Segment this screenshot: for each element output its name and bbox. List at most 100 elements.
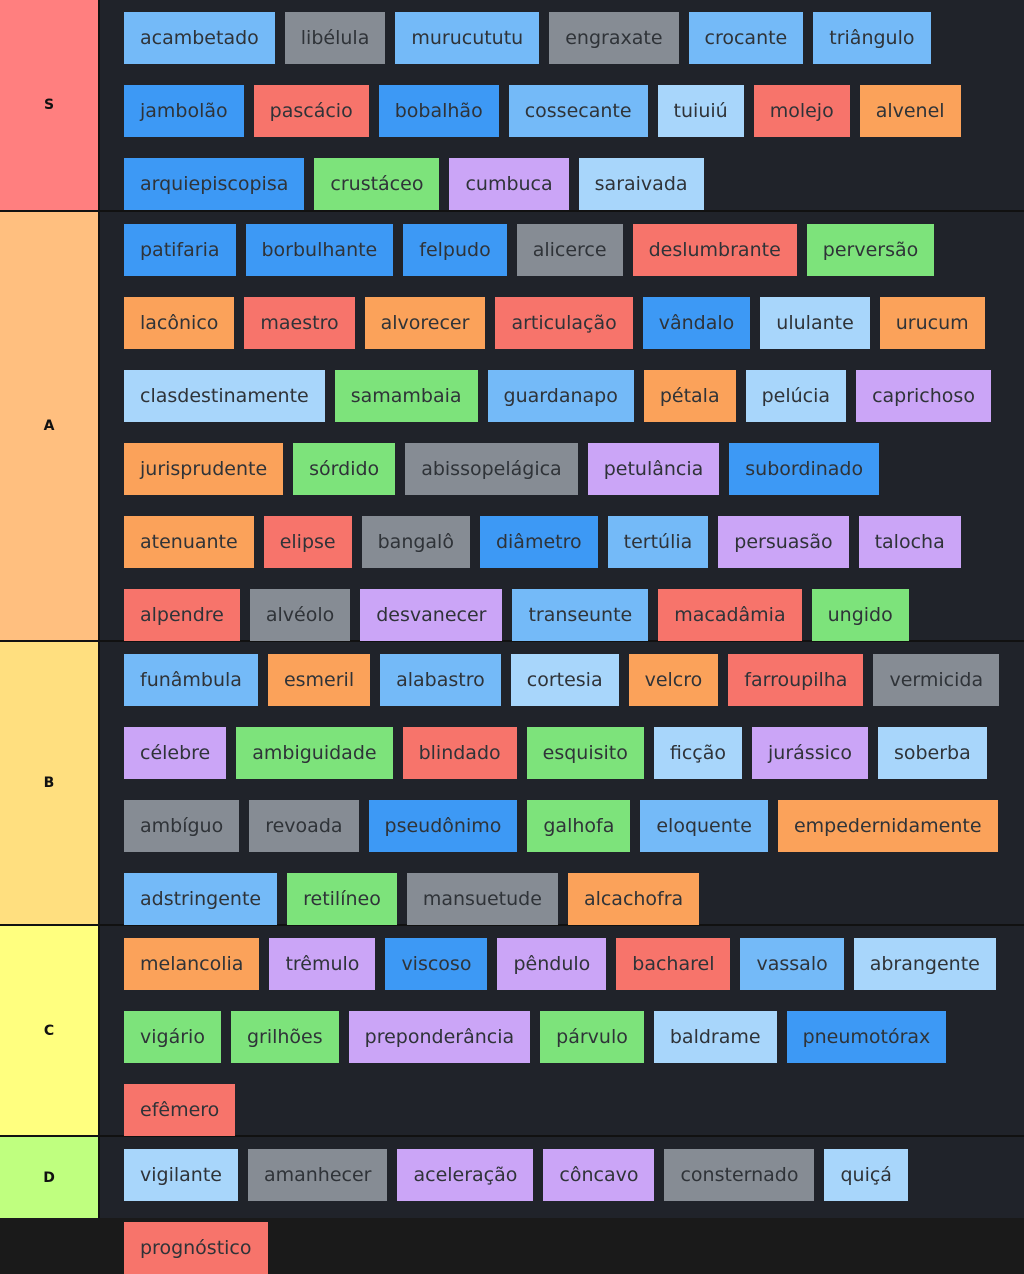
tier-item[interactable]: cossecante	[508, 85, 648, 137]
tier-item[interactable]: vermicida	[873, 654, 1000, 706]
tier-item[interactable]: farroupilha	[728, 654, 864, 706]
tier-item[interactable]: triângulo	[813, 12, 931, 64]
tier-item[interactable]: elipse	[263, 516, 352, 568]
tier-item[interactable]: côncavo	[543, 1149, 655, 1201]
tier-item[interactable]: vigilante	[124, 1149, 238, 1201]
tier-item[interactable]: pelúcia	[745, 370, 847, 422]
tier-item[interactable]: jambolão	[124, 85, 244, 137]
tier-item[interactable]: galhofa	[527, 800, 631, 852]
tier-item[interactable]: arquiepiscopisa	[124, 158, 305, 210]
tier-item[interactable]: maestro	[244, 297, 355, 349]
tier-item[interactable]: empedernidamente	[777, 800, 998, 852]
tier-item[interactable]: alvorecer	[364, 297, 486, 349]
tier-item[interactable]: bangalô	[361, 516, 470, 568]
tier-item[interactable]: caprichoso	[856, 370, 991, 422]
tier-item[interactable]: crocante	[688, 12, 804, 64]
tier-item[interactable]: alicerce	[516, 224, 623, 276]
tier-item[interactable]: talocha	[858, 516, 961, 568]
tier-item[interactable]: felpudo	[403, 224, 507, 276]
tier-item[interactable]: diâmetro	[479, 516, 598, 568]
tier-item[interactable]: deslumbrante	[632, 224, 797, 276]
tier-item[interactable]: bacharel	[616, 938, 731, 990]
tier-item[interactable]: alvenel	[859, 85, 961, 137]
tier-item[interactable]: macadâmia	[658, 589, 802, 641]
tier-items: funâmbula esmeril alabastro cortesia velcro f…	[100, 642, 1024, 925]
tier-item[interactable]: perversão	[806, 224, 935, 276]
tier-item[interactable]: ficção	[653, 727, 743, 779]
tier-item[interactable]: vândalo	[642, 297, 751, 349]
tier-item[interactable]: amanhecer	[247, 1149, 388, 1201]
tier-item[interactable]: prognóstico	[124, 1222, 268, 1274]
tier-item[interactable]: alabastro	[380, 654, 501, 706]
tier-item[interactable]: jurássico	[752, 727, 868, 779]
tier-item[interactable]: mansuetude	[406, 873, 558, 925]
tier-item[interactable]: blindado	[402, 727, 517, 779]
tier-item[interactable]: retilíneo	[287, 873, 397, 925]
tier-item[interactable]: molejo	[753, 85, 850, 137]
tier-item[interactable]: funâmbula	[124, 654, 258, 706]
tier-item[interactable]: tuiuiú	[657, 85, 744, 137]
tier-item[interactable]: murucututu	[395, 12, 540, 64]
tier-item[interactable]: atenuante	[124, 516, 254, 568]
tier-item[interactable]: engraxate	[549, 12, 679, 64]
tier-item[interactable]: lacônico	[124, 297, 235, 349]
tier-item[interactable]: consternado	[664, 1149, 815, 1201]
tier-item[interactable]: saraivada	[578, 158, 704, 210]
tier-item[interactable]: pseudônimo	[368, 800, 518, 852]
tier-item[interactable]: petulância	[587, 443, 720, 495]
tier-item[interactable]: desvanecer	[360, 589, 503, 641]
tier-item[interactable]: velcro	[628, 654, 719, 706]
tier-item[interactable]: revoada	[249, 800, 359, 852]
tier-item[interactable]: adstringente	[124, 873, 278, 925]
tier-item[interactable]: efêmero	[124, 1084, 236, 1136]
tier-item[interactable]: trêmulo	[269, 938, 376, 990]
tier-item[interactable]: melancolia	[124, 938, 260, 990]
tier-item[interactable]: tertúlia	[607, 516, 709, 568]
tier-item[interactable]: célebre	[124, 727, 227, 779]
tier-item[interactable]: clasdestinamente	[124, 370, 325, 422]
tier-item[interactable]: pêndulo	[497, 938, 607, 990]
tier-item[interactable]: esquisito	[526, 727, 644, 779]
tier-item[interactable]: abissopelágica	[405, 443, 578, 495]
tier-item[interactable]: ambíguo	[124, 800, 240, 852]
tier-item[interactable]: viscoso	[385, 938, 488, 990]
tier-item[interactable]: samambaia	[334, 370, 478, 422]
tier-item[interactable]: párvulo	[540, 1011, 644, 1063]
tier-item[interactable]: libélula	[284, 12, 386, 64]
tier-item[interactable]: guardanapo	[487, 370, 634, 422]
tier-item[interactable]: preponderância	[348, 1011, 531, 1063]
tier-item[interactable]: pneumotórax	[786, 1011, 947, 1063]
tier-item[interactable]: ululante	[760, 297, 870, 349]
tier-item[interactable]: sórdido	[293, 443, 396, 495]
tier-item[interactable]: esmeril	[267, 654, 371, 706]
tier-item[interactable]: patifaria	[124, 224, 236, 276]
tier-item[interactable]: abrangente	[853, 938, 996, 990]
tier-item[interactable]: cumbuca	[449, 158, 569, 210]
tier-item[interactable]: pétala	[643, 370, 736, 422]
tier-item[interactable]: crustáceo	[314, 158, 440, 210]
tier-item[interactable]: grilhões	[230, 1011, 339, 1063]
tier-item[interactable]: eloquente	[640, 800, 768, 852]
tier-item[interactable]: borbulhante	[245, 224, 394, 276]
tier-item[interactable]: soberba	[877, 727, 987, 779]
tier-item[interactable]: alpendre	[124, 589, 240, 641]
tier-item[interactable]: quiçá	[824, 1149, 908, 1201]
tier-item[interactable]: baldrame	[653, 1011, 777, 1063]
tier-item[interactable]: vigário	[124, 1011, 221, 1063]
tier-item[interactable]: urucum	[879, 297, 985, 349]
tier-item[interactable]: pascácio	[253, 85, 369, 137]
tier-item[interactable]: cortesia	[510, 654, 619, 706]
tier-item[interactable]: alcachofra	[567, 873, 700, 925]
tier-item[interactable]: vassalo	[740, 938, 844, 990]
tier-item[interactable]: bobalhão	[378, 85, 499, 137]
tier-item[interactable]: aceleração	[397, 1149, 534, 1201]
tier-item[interactable]: acambetado	[124, 12, 275, 64]
tier-item[interactable]: articulação	[495, 297, 633, 349]
tier-item[interactable]: ambiguidade	[236, 727, 393, 779]
tier-item[interactable]: transeunte	[512, 589, 649, 641]
tier-item[interactable]: ungido	[811, 589, 909, 641]
tier-item[interactable]: jurisprudente	[124, 443, 284, 495]
tier-item[interactable]: alvéolo	[249, 589, 351, 641]
tier-item[interactable]: persuasão	[718, 516, 849, 568]
tier-item[interactable]: subordinado	[729, 443, 880, 495]
